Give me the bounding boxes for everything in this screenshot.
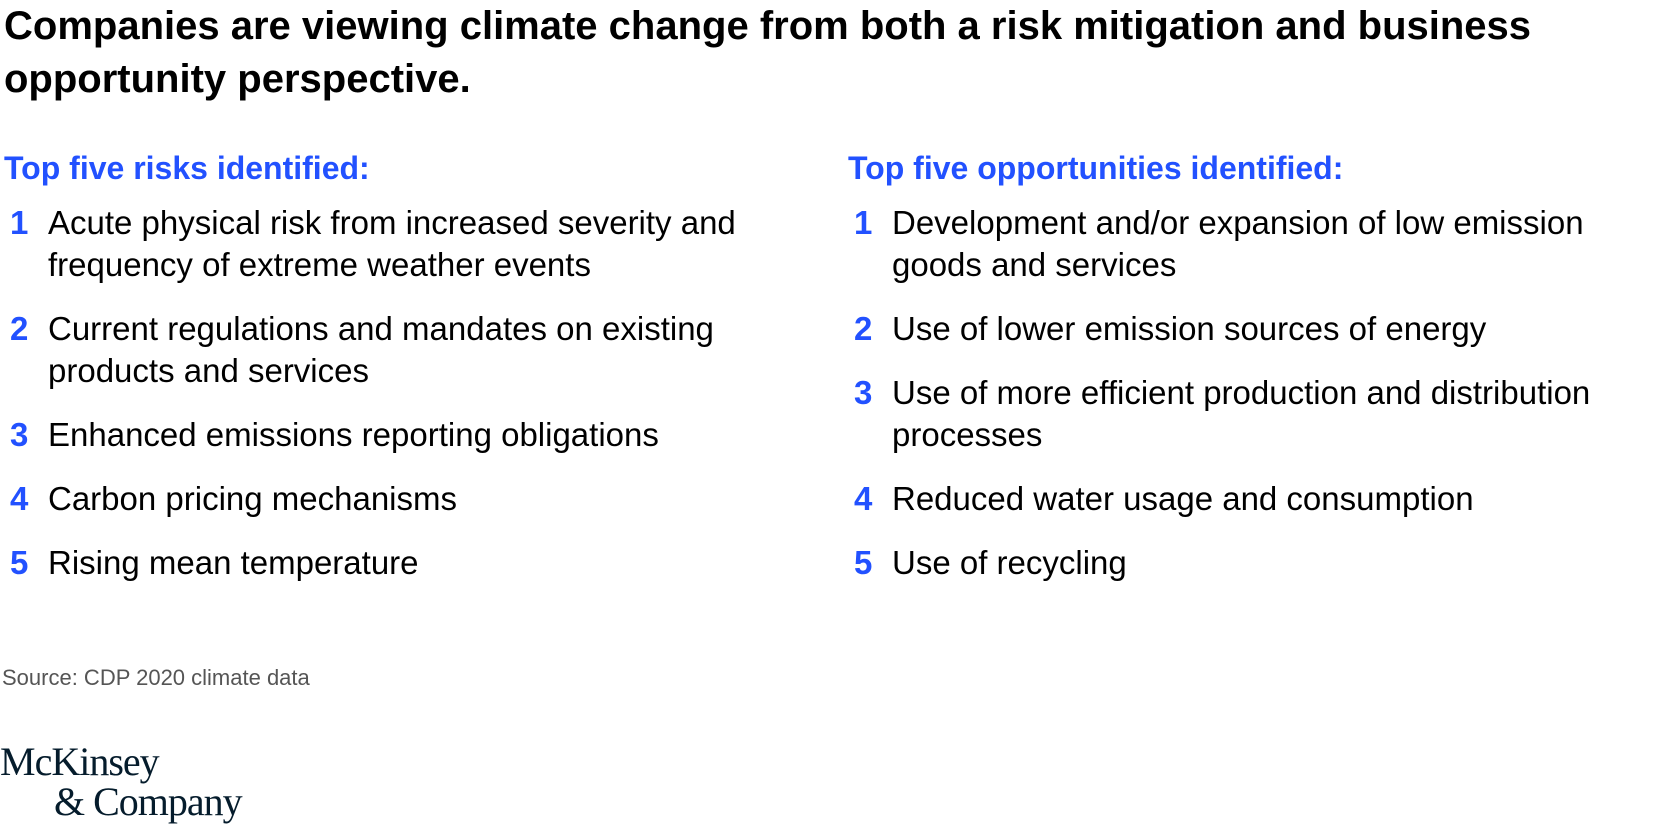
logo-line-2: & Company <box>54 779 243 824</box>
item-text: Use of lower emission sources of energy <box>892 310 1487 347</box>
item-text: Carbon pricing mechanisms <box>48 480 458 517</box>
risks-column: Top five risks identified: 1 Acute physi… <box>4 148 804 606</box>
item-number: 4 <box>854 480 873 517</box>
list-item: 2 Current regulations and mandates on ex… <box>4 308 804 392</box>
item-number: 4 <box>10 480 29 517</box>
logo-line-1: McKinsey <box>0 739 160 784</box>
item-number: 3 <box>10 416 29 453</box>
list-item: 3 Enhanced emissions reporting obligatio… <box>4 414 804 456</box>
list-item: 5 Rising mean temperature <box>4 542 804 584</box>
item-number: 5 <box>854 544 873 581</box>
item-number: 1 <box>10 204 29 241</box>
item-text: Development and/or expansion of low emis… <box>892 204 1584 283</box>
risks-list: 1 Acute physical risk from increased sev… <box>4 202 804 584</box>
item-number: 3 <box>854 374 873 411</box>
item-number: 2 <box>10 310 29 347</box>
item-text: Use of recycling <box>892 544 1127 581</box>
page-title: Companies are viewing climate change fro… <box>4 4 1532 101</box>
item-number: 5 <box>10 544 29 581</box>
item-text: Acute physical risk from increased sever… <box>48 204 736 283</box>
item-number: 1 <box>854 204 873 241</box>
opportunities-list: 1 Development and/or expansion of low em… <box>848 202 1668 584</box>
item-number: 2 <box>854 310 873 347</box>
list-item: 5 Use of recycling <box>848 542 1668 584</box>
opportunities-column: Top five opportunities identified: 1 Dev… <box>848 148 1668 606</box>
item-text: Reduced water usage and consumption <box>892 480 1474 517</box>
risks-heading: Top five risks identified: <box>4 150 370 186</box>
list-item: 1 Development and/or expansion of low em… <box>848 202 1668 286</box>
list-item: 1 Acute physical risk from increased sev… <box>4 202 804 286</box>
mckinsey-logo: McKinsey & Company <box>0 739 243 824</box>
list-item: 2 Use of lower emission sources of energ… <box>848 308 1668 350</box>
item-text: Rising mean temperature <box>48 544 419 581</box>
opportunities-heading: Top five opportunities identified: <box>848 150 1344 186</box>
list-item: 3 Use of more efficient production and d… <box>848 372 1668 456</box>
source-note: Source: CDP 2020 climate data <box>2 665 310 690</box>
item-text: Use of more efficient production and dis… <box>892 374 1591 453</box>
item-text: Enhanced emissions reporting obligations <box>48 416 659 453</box>
list-item: 4 Reduced water usage and consumption <box>848 478 1668 520</box>
item-text: Current regulations and mandates on exis… <box>48 310 714 389</box>
list-item: 4 Carbon pricing mechanisms <box>4 478 804 520</box>
